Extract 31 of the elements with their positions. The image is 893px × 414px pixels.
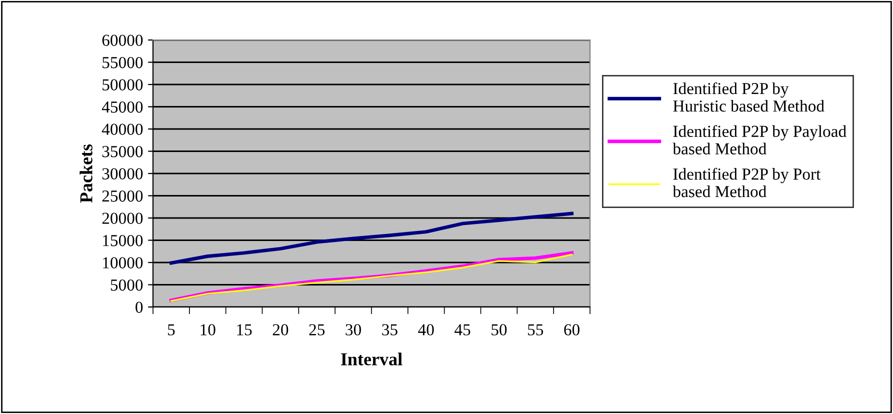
line-series — [169, 212, 574, 265]
x-tick-label: 20 — [272, 324, 288, 336]
x-tick-label: 5 — [168, 324, 175, 336]
y-tick-label: 60000 — [102, 34, 143, 46]
y-tick-label: 5000 — [110, 279, 143, 291]
y-tick-label: 0 — [136, 302, 143, 313]
x-tick-label: 10 — [200, 324, 216, 336]
y-tick-label: 20000 — [102, 212, 143, 224]
legend-label: Identified P2P by Port based Method — [672, 168, 821, 198]
y-tick-label: 45000 — [102, 101, 143, 113]
x-tick-label: 25 — [309, 324, 325, 336]
y-tick-label: 55000 — [102, 56, 143, 68]
x-axis-title: Interval — [341, 352, 402, 366]
y-tick-label: 50000 — [102, 79, 143, 90]
y-tick-label: 30000 — [102, 168, 143, 180]
legend-label: Identified P2P by Huristic based Method — [673, 82, 824, 112]
y-tick-label: 15000 — [103, 234, 143, 246]
y-tick-label: 10000 — [103, 257, 143, 268]
x-tick-label: 45 — [454, 324, 470, 336]
x-tick-label: 55 — [528, 324, 544, 336]
y-tick-label: 25000 — [102, 190, 143, 202]
x-tick-label: 40 — [418, 324, 434, 336]
x-tick-label: 50 — [492, 324, 507, 336]
x-tick-label: 35 — [382, 324, 398, 336]
legend-label: Identified P2P by Payload based Method — [672, 125, 846, 154]
y-tick-label: 35000 — [102, 146, 143, 158]
x-tick-label: 30 — [346, 324, 361, 336]
y-axis-title: Packets — [80, 144, 92, 203]
x-tick-label: 15 — [237, 324, 252, 336]
x-tick-label: 60 — [564, 324, 580, 336]
y-tick-label: 40000 — [102, 124, 143, 135]
